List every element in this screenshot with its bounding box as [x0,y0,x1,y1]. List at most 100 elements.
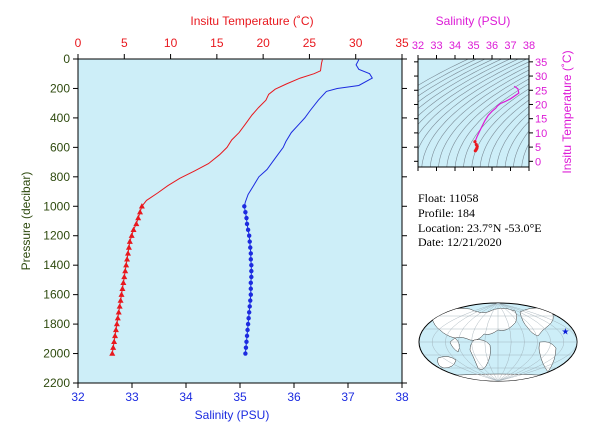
density-contour [463,88,529,167]
pressure-tick-label: 1800 [43,317,70,331]
ts-point [473,149,477,153]
ts-series [473,85,520,153]
density-contour [572,59,595,167]
world-map: ★ [418,302,578,382]
temperature-point [122,267,129,274]
density-contour [418,59,477,91]
density-contour [418,59,502,110]
salinity-point [245,327,250,333]
pressure-tick-label: 800 [50,170,70,184]
salinity-point [243,345,249,350]
float-id: Float: 11058 [418,191,479,205]
temperature-point [130,226,137,233]
temperature-point [110,344,117,350]
temperature-tick-label: 15 [210,36,224,50]
salinity-tick-label: 38 [395,390,409,404]
density-contour [580,59,595,167]
ts-temperature-tick-label: 0 [535,156,541,168]
density-contour [454,83,529,167]
pressure-tick-label: 2200 [43,376,70,390]
density-contour [479,99,529,167]
ts-temperature-tick-label: 35 [535,57,547,69]
salinity-point [247,304,252,309]
density-contour [488,105,529,167]
temperature-tick-label: 10 [164,36,178,50]
ts-temperature-tick-label: 25 [535,85,547,97]
salinity-tick-label: 32 [71,390,85,404]
float-location: Location: 23.7°N -53.0°E [418,221,542,235]
pressure-tick-label: 400 [50,111,70,125]
temperature-point [124,250,131,256]
density-contour [418,59,494,103]
temperature-tick-label: 30 [349,36,363,50]
left-axis-label: Pressure (decibar) [19,172,33,271]
salinity-point [245,321,251,327]
salinity-point [248,298,253,303]
pressure-tick-label: 1400 [43,258,70,272]
salinity-tick-label: 37 [341,390,355,404]
profile-chart: 0200400600800100012001400160018002000220… [19,14,409,422]
temperature-point [112,326,119,333]
density-contour [418,59,527,136]
profile-axis-ticks: 0200400600800100012001400160018002000220… [43,36,409,404]
salinity-tick-label: 34 [179,390,193,404]
temperature-point [114,315,121,321]
salinity-point [246,316,251,321]
salinity-point [247,239,252,244]
salinity-point [248,292,253,297]
salinity-point [249,262,254,268]
ts-right-axis-label: Insitu Temperature (˚C) [560,50,574,173]
density-contour [446,78,529,167]
density-contours [418,59,595,167]
density-contour [521,143,529,167]
temperature-point [116,303,123,309]
ts-salinity-tick-label: 38 [523,40,535,52]
ts-point [473,140,477,144]
ts-temperature-tick-label: 15 [535,114,547,126]
density-contour [418,59,486,97]
temperature-point [135,214,142,221]
profile-date: Date: 12/21/2020 [418,235,502,249]
salinity-point [244,215,249,221]
salinity-tick-label: 35 [233,390,247,404]
float-info: Float: 11058 Profile: 184 Location: 23.7… [418,191,542,249]
salinity-tick-label: 33 [125,390,139,404]
ts-salinity-tick-label: 37 [504,40,516,52]
pressure-tick-label: 600 [50,140,70,154]
ts-top-axis-label: Salinity (PSU) [436,14,511,28]
temperature-point [126,238,133,244]
salinity-point [243,351,248,356]
salinity-point [249,268,254,274]
density-contour [504,120,529,167]
density-contour [418,59,511,117]
density-contour [588,59,595,167]
temperature-point [128,232,135,238]
temperature-point [137,208,144,215]
salinity-tick-label: 36 [287,390,301,404]
pressure-tick-label: 2000 [43,347,70,361]
density-contour [496,112,529,167]
temperature-tick-label: 5 [121,36,128,50]
ts-temperature-tick-label: 20 [535,99,547,111]
salinity-point [245,227,251,233]
ts-temperature-tick-label: 10 [535,128,547,140]
temperature-point [112,332,119,339]
salinity-point [244,221,250,227]
density-contour [438,74,529,167]
temperature-tick-label: 20 [256,36,270,50]
temperature-point [109,350,116,356]
ts-salinity-tick-label: 33 [430,40,442,52]
temperature-point [138,203,145,209]
float-position-marker: ★ [561,328,569,338]
temperature-point [120,279,127,286]
temperature-tick-label: 35 [395,36,409,50]
salinity-point [248,245,253,250]
ts-plot-area [418,59,529,167]
salinity-point [244,339,249,344]
ts-axis-ticks: 32 33 34 35 36 37 38 0 5 10 15 20 25 30 35 [412,40,547,171]
ts-temperature-tick-label: 30 [535,71,547,83]
salinity-point [243,209,248,215]
pressure-tick-label: 1600 [43,288,70,302]
ts-salinity-tick-label: 34 [449,40,461,52]
